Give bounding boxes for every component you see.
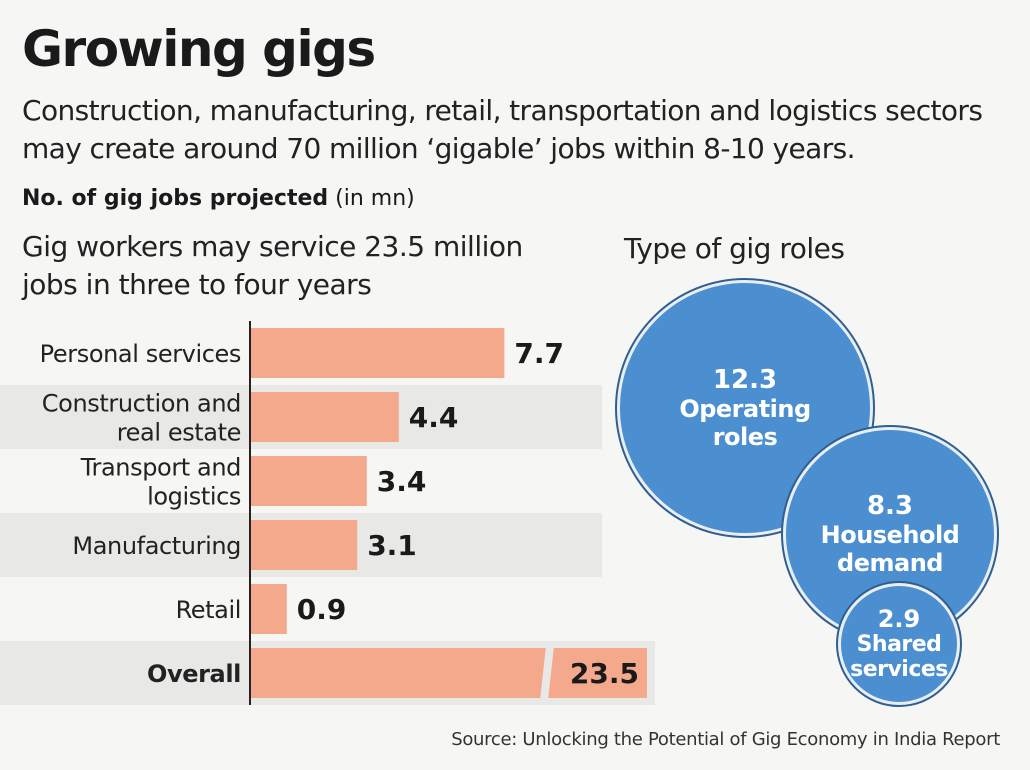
bar-overall (250, 648, 647, 698)
bubble-shared-services: 2.9 Shared services (838, 583, 960, 705)
category-label: Personal services (40, 340, 241, 368)
bar-value-label: 23.5 (570, 657, 639, 690)
category-label: Transport and (80, 454, 241, 482)
metric-caption: No. of gig jobs projected (in mn) (22, 182, 415, 216)
category-label: Overall (147, 660, 241, 688)
bubble-label-line1: Household (820, 521, 960, 549)
chart-title: Growing gigs (22, 20, 376, 78)
bar (250, 328, 505, 378)
category-label: real estate (117, 419, 241, 447)
bar (250, 520, 358, 570)
bar-value-label: 7.7 (514, 337, 564, 370)
metric-unit: (in mn) (335, 186, 415, 211)
bar-value-label: 4.4 (409, 401, 459, 434)
bubble-label-line2: roles (712, 423, 778, 451)
category-label: Manufacturing (72, 532, 241, 560)
source-note: Source: Unlocking the Potential of Gig E… (451, 729, 1000, 750)
chart-subtitle: Construction, manufacturing, retail, tra… (22, 94, 983, 165)
category-label: Construction and (42, 390, 241, 418)
bubble-label-line2: demand (837, 549, 943, 577)
bubble-value: 8.3 (866, 491, 914, 521)
bar-value-label: 0.9 (297, 593, 347, 626)
bubble-value: 2.9 (877, 605, 921, 633)
bar (250, 584, 287, 634)
bubble-section-heading: Type of gig roles (624, 232, 845, 265)
metric-label: No. of gig jobs projected (22, 186, 329, 211)
bubble-label-line1: Shared (856, 632, 942, 657)
category-label: logistics (147, 483, 241, 511)
bar-value-label: 3.1 (367, 529, 417, 562)
bar-value-label: 3.4 (377, 465, 427, 498)
bubble-value: 12.3 (712, 365, 778, 395)
axis-break (540, 646, 554, 700)
bar (250, 456, 367, 506)
category-label: Retail (176, 596, 241, 624)
bubble-label-line2: services (850, 657, 948, 682)
bar (250, 392, 399, 442)
bubble-label-line1: Operating (679, 395, 811, 423)
bar-section-heading: Gig workers may service 23.5 million job… (22, 230, 523, 301)
